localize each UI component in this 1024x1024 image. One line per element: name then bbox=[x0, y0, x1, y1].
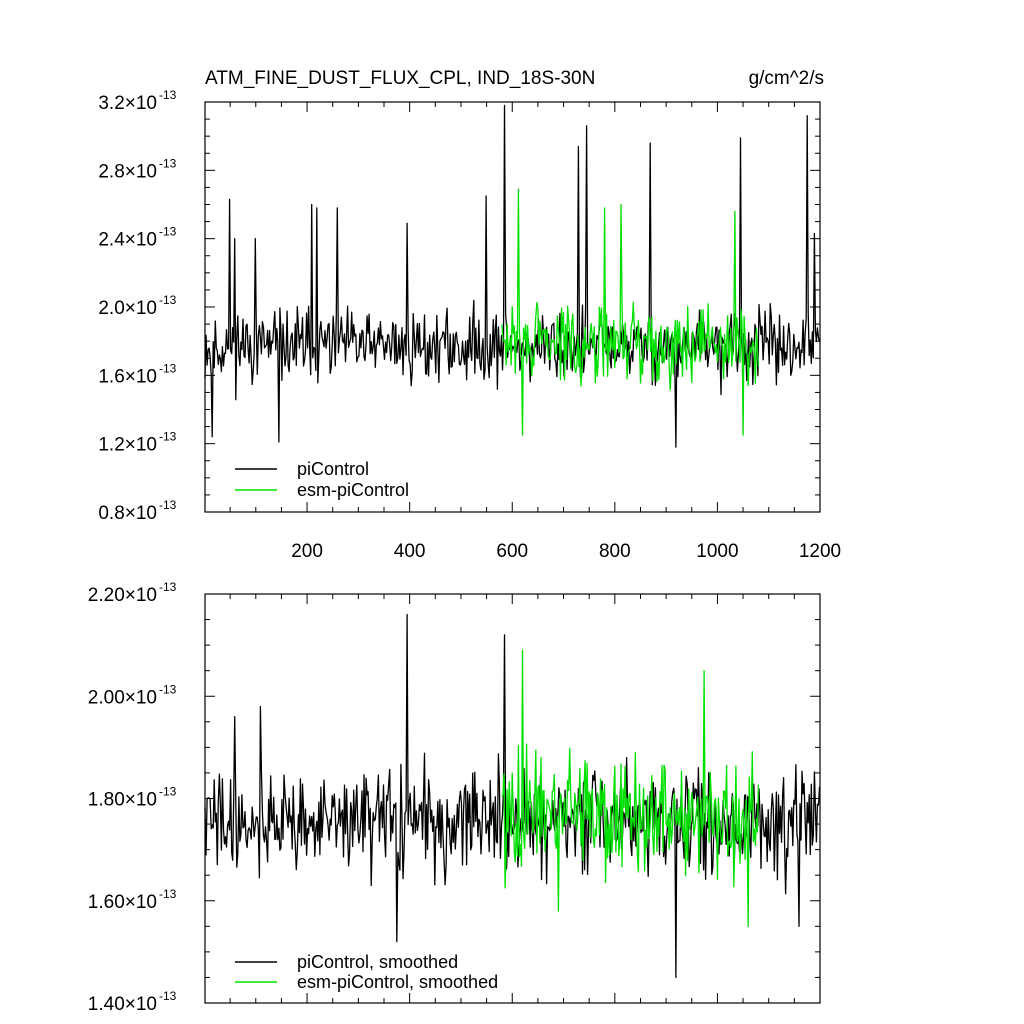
smoothed-flux-panel: 1.40×10 -131.60×10 -131.80×10 -132.00×10 -13… bbox=[88, 580, 821, 1015]
y-tick-exponent: -13 bbox=[159, 88, 177, 102]
x-tick-label: 800 bbox=[599, 541, 631, 562]
x-tick-label: 1000 bbox=[696, 541, 738, 562]
x-tick-label: 200 bbox=[291, 541, 323, 562]
y-tick-label: 0.8×10 bbox=[98, 503, 157, 524]
series-line-esm-picontrol bbox=[501, 188, 760, 436]
y-tick-label: 1.2×10 bbox=[98, 435, 157, 456]
legend-label: piControl, smoothed bbox=[297, 952, 458, 972]
y-tick-exponent: -13 bbox=[159, 430, 177, 444]
series-line-picontrol bbox=[204, 104, 821, 448]
y-tick-label: 1.40×10 bbox=[88, 994, 157, 1015]
y-tick-label: 2.0×10 bbox=[98, 298, 157, 319]
y-tick-exponent: -13 bbox=[159, 498, 177, 512]
y-tick-label: 2.20×10 bbox=[88, 585, 157, 606]
y-tick-label: 1.6×10 bbox=[98, 366, 157, 387]
y-tick-exponent: -13 bbox=[159, 785, 177, 799]
x-tick-label: 600 bbox=[496, 541, 528, 562]
y-tick-label: 1.60×10 bbox=[88, 892, 157, 913]
plot-title: ATM_FINE_DUST_FLUX_CPL, IND_18S-30N bbox=[205, 68, 595, 89]
y-tick-exponent: -13 bbox=[159, 580, 177, 594]
units-label: g/cm^2/s bbox=[749, 68, 824, 89]
y-tick-exponent: -13 bbox=[159, 682, 177, 696]
x-tick-label: 400 bbox=[394, 541, 426, 562]
legend-label: piControl bbox=[297, 459, 369, 479]
legend-label: esm-piControl, smoothed bbox=[297, 972, 498, 992]
y-tick-label: 2.00×10 bbox=[88, 687, 157, 708]
y-tick-exponent: -13 bbox=[159, 225, 177, 239]
y-tick-label: 2.8×10 bbox=[98, 161, 157, 182]
y-tick-exponent: -13 bbox=[159, 293, 177, 307]
x-tick-label: 1200 bbox=[799, 541, 841, 562]
series-line-esm-picontrol-smoothed bbox=[501, 649, 760, 927]
y-tick-exponent: -13 bbox=[159, 156, 177, 170]
y-tick-exponent: -13 bbox=[159, 887, 177, 901]
y-tick-exponent: -13 bbox=[159, 361, 177, 375]
y-tick-exponent: -13 bbox=[159, 989, 177, 1003]
y-tick-label: 2.4×10 bbox=[98, 230, 157, 251]
y-tick-label: 1.80×10 bbox=[88, 790, 157, 811]
legend-label: esm-piControl bbox=[297, 480, 409, 500]
y-tick-label: 3.2×10 bbox=[98, 93, 157, 114]
